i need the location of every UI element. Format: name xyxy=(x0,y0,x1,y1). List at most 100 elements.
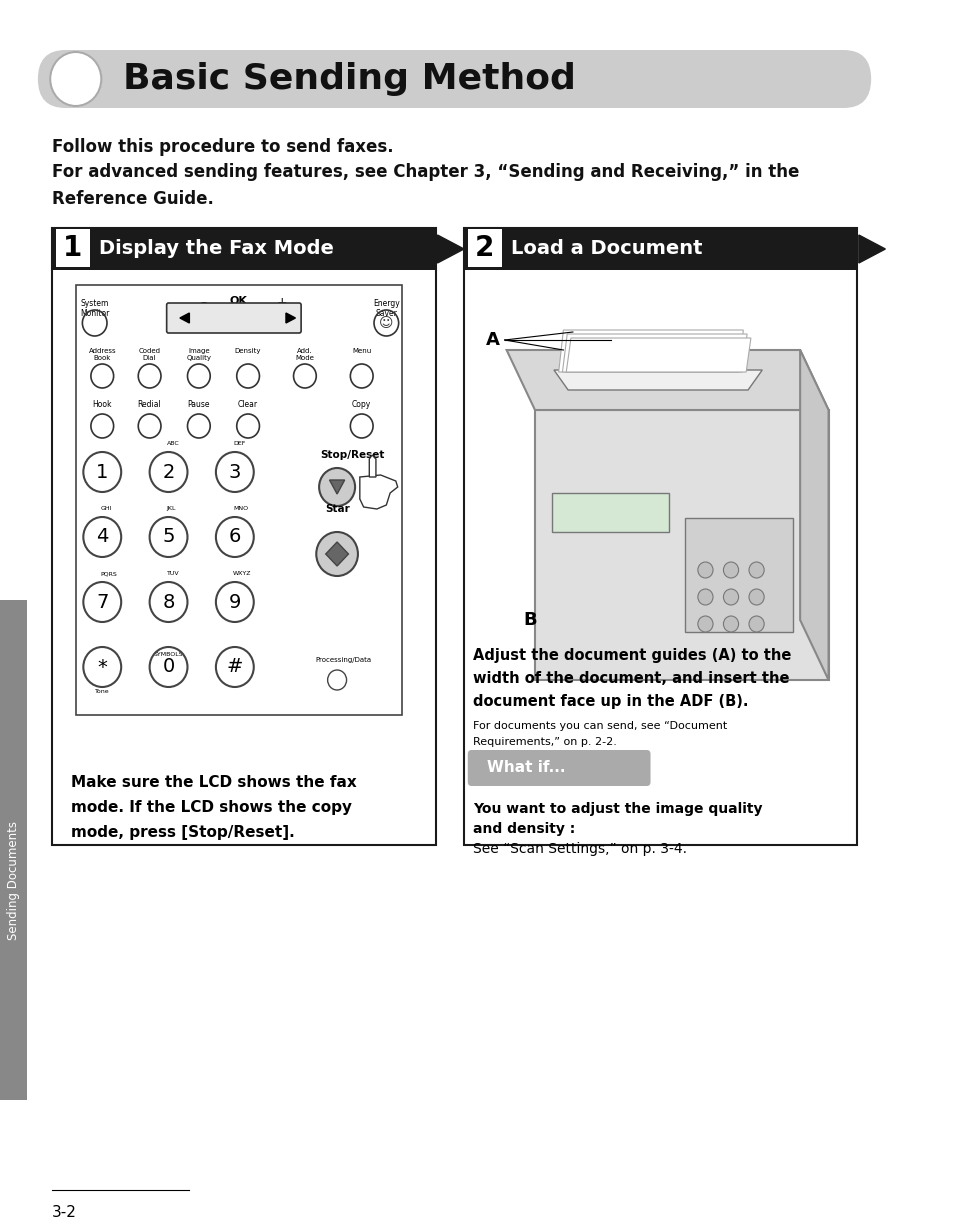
Text: Address
Book: Address Book xyxy=(89,348,116,361)
Text: Image
Quality: Image Quality xyxy=(186,348,212,361)
Circle shape xyxy=(698,616,712,632)
Text: width of the document, and insert the: width of the document, and insert the xyxy=(473,671,789,686)
Text: #: # xyxy=(227,658,243,676)
FancyBboxPatch shape xyxy=(467,229,501,267)
Text: Copy: Copy xyxy=(352,400,371,409)
Text: ABC: ABC xyxy=(167,440,179,445)
Text: 5: 5 xyxy=(162,528,174,546)
Text: 1: 1 xyxy=(96,463,109,481)
Text: Sending Documents: Sending Documents xyxy=(7,821,20,940)
Text: JKL: JKL xyxy=(167,506,176,510)
FancyBboxPatch shape xyxy=(167,303,301,333)
Text: document face up in the ADF (B).: document face up in the ADF (B). xyxy=(473,694,748,709)
Polygon shape xyxy=(506,350,827,410)
Text: Redial: Redial xyxy=(137,400,161,409)
FancyBboxPatch shape xyxy=(463,228,856,270)
Text: Energy
Saver: Energy Saver xyxy=(373,299,399,318)
Polygon shape xyxy=(369,455,375,477)
Text: B: B xyxy=(523,611,537,629)
Text: *: * xyxy=(97,658,107,676)
Text: You want to adjust the image quality: You want to adjust the image quality xyxy=(473,802,762,816)
Polygon shape xyxy=(800,350,827,680)
Circle shape xyxy=(316,533,357,575)
Text: 0: 0 xyxy=(162,658,174,676)
Text: Stop/Reset: Stop/Reset xyxy=(319,450,384,460)
Text: and density :: and density : xyxy=(473,822,575,836)
Polygon shape xyxy=(535,410,827,680)
FancyBboxPatch shape xyxy=(684,518,792,632)
Text: A: A xyxy=(485,331,498,348)
FancyBboxPatch shape xyxy=(552,493,669,533)
Text: PQRS: PQRS xyxy=(100,571,117,575)
Circle shape xyxy=(722,589,738,605)
Text: 2: 2 xyxy=(475,234,494,263)
Text: GHI: GHI xyxy=(100,506,112,510)
Text: +: + xyxy=(276,296,287,309)
Text: Star: Star xyxy=(325,504,350,514)
Text: Pause: Pause xyxy=(188,400,210,409)
Text: 6: 6 xyxy=(229,528,241,546)
Polygon shape xyxy=(437,236,463,263)
Text: For advanced sending features, see Chapter 3, “Sending and Receiving,” in the: For advanced sending features, see Chapt… xyxy=(52,163,799,182)
Polygon shape xyxy=(566,337,750,372)
Text: See “Scan Settings,” on p. 3-4.: See “Scan Settings,” on p. 3-4. xyxy=(473,842,687,856)
Polygon shape xyxy=(359,475,397,509)
FancyBboxPatch shape xyxy=(52,228,436,845)
Polygon shape xyxy=(180,313,190,323)
Text: Basic Sending Method: Basic Sending Method xyxy=(123,63,576,96)
Text: Follow this procedure to send faxes.: Follow this procedure to send faxes. xyxy=(52,137,394,156)
Text: MNO: MNO xyxy=(233,506,248,510)
Circle shape xyxy=(748,616,763,632)
Text: Load a Document: Load a Document xyxy=(511,239,702,259)
Text: Requirements,” on p. 2-2.: Requirements,” on p. 2-2. xyxy=(473,737,617,747)
Polygon shape xyxy=(562,334,746,372)
Circle shape xyxy=(748,589,763,605)
Circle shape xyxy=(698,589,712,605)
Text: Menu: Menu xyxy=(352,348,371,355)
Polygon shape xyxy=(325,542,348,566)
Text: Reference Guide.: Reference Guide. xyxy=(52,190,213,209)
Text: Tone: Tone xyxy=(95,690,110,694)
Polygon shape xyxy=(558,330,742,372)
Text: Display the Fax Mode: Display the Fax Mode xyxy=(99,239,334,259)
Text: System
Monitor: System Monitor xyxy=(80,299,110,318)
Polygon shape xyxy=(858,236,884,263)
Text: Processing/Data: Processing/Data xyxy=(315,656,371,663)
Text: mode, press [Stop/Reset].: mode, press [Stop/Reset]. xyxy=(71,825,294,840)
Text: 7: 7 xyxy=(96,593,109,611)
Text: Make sure the LCD shows the fax: Make sure the LCD shows the fax xyxy=(71,775,356,790)
Text: OK: OK xyxy=(230,296,247,306)
Text: –: – xyxy=(200,296,207,309)
Text: 4: 4 xyxy=(96,528,109,546)
Polygon shape xyxy=(554,371,761,390)
Text: 3: 3 xyxy=(229,463,241,481)
Circle shape xyxy=(318,467,355,506)
Text: For documents you can send, see “Document: For documents you can send, see “Documen… xyxy=(473,721,727,731)
Text: ☺: ☺ xyxy=(378,317,394,330)
Circle shape xyxy=(722,616,738,632)
Text: Density: Density xyxy=(234,348,261,355)
FancyBboxPatch shape xyxy=(52,228,436,270)
Text: Adjust the document guides (A) to the: Adjust the document guides (A) to the xyxy=(473,648,791,663)
Text: TUV: TUV xyxy=(167,571,179,575)
Text: mode. If the LCD shows the copy: mode. If the LCD shows the copy xyxy=(71,800,352,815)
Text: DEF: DEF xyxy=(233,440,245,445)
FancyBboxPatch shape xyxy=(467,750,650,787)
FancyBboxPatch shape xyxy=(38,50,870,108)
FancyBboxPatch shape xyxy=(75,285,402,715)
Text: Clear: Clear xyxy=(238,400,258,409)
Circle shape xyxy=(51,52,101,106)
Text: 8: 8 xyxy=(162,593,174,611)
Text: Hook: Hook xyxy=(92,400,112,409)
Text: What if...: What if... xyxy=(486,761,564,775)
Text: 1: 1 xyxy=(63,234,83,263)
Text: 9: 9 xyxy=(229,593,241,611)
Polygon shape xyxy=(329,480,344,494)
Circle shape xyxy=(748,562,763,578)
FancyBboxPatch shape xyxy=(56,229,90,267)
Polygon shape xyxy=(286,313,295,323)
Text: Coded
Dial: Coded Dial xyxy=(138,348,160,361)
Circle shape xyxy=(722,562,738,578)
Text: Add.
Mode: Add. Mode xyxy=(295,348,314,361)
Text: 2: 2 xyxy=(162,463,174,481)
